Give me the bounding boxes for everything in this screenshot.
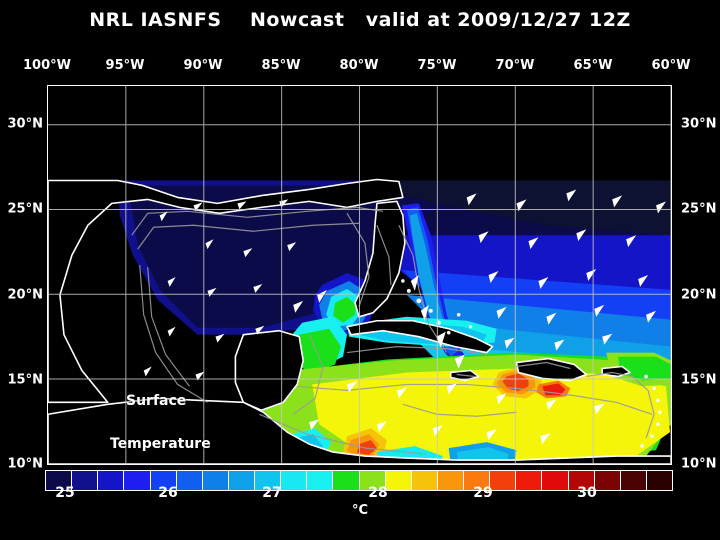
lon-label-90w: 90°W — [183, 58, 223, 73]
colorbar-swatch-7 — [228, 471, 255, 490]
colorbar-swatch-18 — [516, 471, 543, 490]
lat-label-left-30n: 30°N — [7, 116, 43, 132]
colorbar-swatch-8 — [255, 471, 282, 490]
colorbar-swatch-6 — [202, 471, 229, 490]
lon-label-60w: 60°W — [651, 58, 691, 73]
lon-label-75w: 75°W — [417, 58, 457, 73]
lat-label-right-25n: 25°N — [681, 201, 717, 217]
lon-label-85w: 85°W — [261, 58, 301, 73]
lat-label-right-30n: 30°N — [681, 116, 717, 132]
lat-label-right-15n: 15°N — [681, 372, 717, 388]
map-plot-area[interactable]: Surface Temperature — [47, 85, 672, 465]
annotation-surface: Surface — [126, 393, 187, 409]
colorbar-swatch-16 — [464, 471, 491, 490]
colorbar-tick-30: 30 — [577, 485, 597, 501]
lon-label-70w: 70°W — [495, 58, 535, 73]
lat-label-left-20n: 20°N — [7, 287, 43, 303]
colorbar-swatch-21 — [594, 471, 621, 490]
colorbar-tick-29: 29 — [473, 485, 493, 501]
colorbar-swatch-23 — [646, 471, 672, 490]
colorbar-swatch-15 — [437, 471, 464, 490]
lat-label-left-15n: 15°N — [7, 372, 43, 388]
colorbar-swatch-11 — [333, 471, 360, 490]
colorbar-swatch-22 — [620, 471, 647, 490]
lat-label-left-25n: 25°N — [7, 201, 43, 217]
colorbar-swatch-13 — [385, 471, 412, 490]
colorbar-swatch-4 — [150, 471, 177, 490]
colorbar-swatch-2 — [98, 471, 125, 490]
figure-title: NRL IASNFS Nowcast valid at 2009/12/27 1… — [89, 9, 631, 31]
lon-label-100w: 100°W — [23, 58, 71, 73]
lat-label-right-20n: 20°N — [681, 287, 717, 303]
colorbar-swatch-19 — [542, 471, 569, 490]
colorbar-swatch-10 — [307, 471, 334, 490]
colorbar-swatch-0 — [46, 471, 73, 490]
colorbar-swatch-1 — [72, 471, 99, 490]
lat-label-left-10n: 10°N — [7, 456, 43, 472]
annotation-temperature: Temperature — [110, 436, 211, 452]
colorbar-swatch-12 — [359, 471, 386, 490]
lon-label-80w: 80°W — [339, 58, 379, 73]
colorbar-swatch-9 — [281, 471, 308, 490]
colorbar-swatch-20 — [568, 471, 595, 490]
colorbar-unit-label: °C — [351, 503, 369, 518]
colorbar-swatch-5 — [176, 471, 203, 490]
colorbar-swatch-3 — [124, 471, 151, 490]
colorbar-tick-25: 25 — [55, 485, 75, 501]
lon-label-65w: 65°W — [573, 58, 613, 73]
lat-label-right-10n: 10°N — [681, 456, 717, 472]
colorbar[interactable] — [45, 470, 673, 491]
sst-field — [48, 86, 671, 464]
colorbar-tick-28: 28 — [368, 485, 388, 501]
lon-label-95w: 95°W — [105, 58, 145, 73]
colorbar-swatch-14 — [411, 471, 438, 490]
colorbar-tick-26: 26 — [158, 485, 178, 501]
colorbar-tick-27: 27 — [262, 485, 282, 501]
colorbar-swatch-17 — [490, 471, 517, 490]
